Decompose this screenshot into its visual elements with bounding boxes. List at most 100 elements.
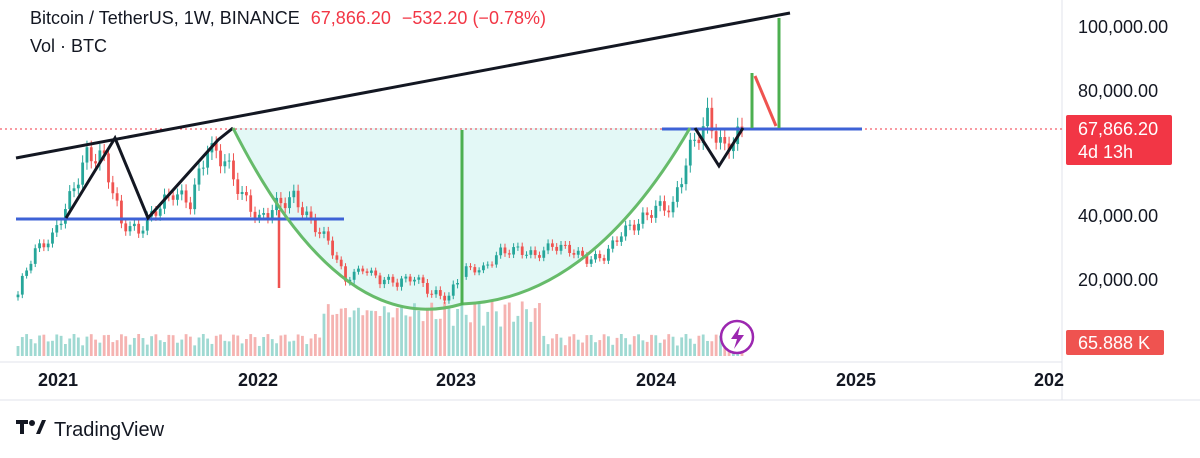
candle: [313, 218, 317, 233]
volume-bar: [318, 337, 322, 356]
candle: [550, 243, 554, 247]
candle: [236, 179, 240, 194]
candle: [663, 201, 666, 211]
resistance-trendline[interactable]: [15, 11, 791, 160]
volume-tag: [1066, 330, 1164, 355]
volume-bar: [89, 334, 93, 356]
x-tick-label: 2022: [238, 370, 278, 390]
volume-bar: [391, 317, 395, 356]
volume-bar: [120, 334, 123, 356]
volume-bar: [382, 306, 386, 356]
candle: [477, 270, 481, 273]
volume-bar: [309, 338, 313, 356]
candle: [494, 255, 498, 265]
volume-bar: [193, 345, 197, 356]
legend-price: 67,866.20: [310, 8, 391, 28]
candle: [38, 243, 41, 249]
candle: [667, 210, 671, 213]
candle: [301, 207, 304, 216]
candle: [318, 232, 322, 234]
volume-bar: [361, 315, 365, 356]
candle: [292, 190, 296, 198]
volume-bar: [163, 342, 166, 356]
candle: [120, 200, 123, 224]
volume-bar: [563, 345, 567, 356]
x-tick-label: 2024: [636, 370, 676, 390]
volume-bar: [206, 338, 210, 356]
volume-bar: [357, 307, 360, 356]
candle: [214, 143, 218, 151]
lightning-indicator-icon[interactable]: [719, 319, 755, 355]
volume-bar: [426, 307, 429, 356]
x-tick-label: 202: [1034, 370, 1064, 390]
candle: [154, 211, 158, 216]
candle: [482, 265, 485, 271]
double-top-pattern[interactable]: [64, 126, 234, 221]
handle-pattern[interactable]: [693, 127, 745, 169]
volume-bar: [72, 334, 76, 356]
candle: [382, 279, 386, 285]
candle: [176, 194, 179, 200]
x-tick-label: 2023: [436, 370, 476, 390]
volume-bar: [456, 308, 459, 356]
volume-bar: [150, 336, 153, 356]
candle: [344, 266, 347, 282]
candle: [387, 276, 391, 280]
candle: [29, 263, 33, 271]
volume-bar: [663, 339, 666, 356]
symbol-title[interactable]: Bitcoin / TetherUS, 1W, BINANCE: [30, 8, 300, 28]
volume-bar: [227, 341, 231, 356]
last-price-tag: [1066, 115, 1172, 165]
volume-bar: [128, 344, 132, 356]
volume-bar: [124, 336, 128, 356]
candle: [443, 295, 447, 301]
tradingview-watermark[interactable]: TradingView: [16, 418, 164, 442]
candle: [270, 210, 274, 219]
chart-legend: Bitcoin / TetherUS, 1W, BINANCE 67,866.2…: [30, 8, 546, 29]
volume-bar: [38, 335, 41, 356]
volume-bar: [81, 345, 85, 356]
volume-bar: [581, 342, 584, 356]
candle: [400, 278, 403, 287]
volume-bar: [158, 340, 162, 356]
volume-bar: [451, 325, 455, 356]
volume-bar: [529, 321, 533, 356]
candle: [675, 187, 679, 202]
candle: [654, 205, 658, 218]
candle: [533, 250, 537, 256]
volume-bar: [641, 340, 645, 356]
volume-bar: [279, 335, 283, 356]
candle: [245, 192, 248, 196]
volume-bar: [589, 334, 593, 356]
volume-bar: [64, 344, 67, 356]
volume-bar: [602, 334, 606, 356]
volume-bar: [214, 335, 218, 356]
volume-bar: [611, 344, 615, 356]
volume-bar: [486, 311, 490, 356]
projection-pullback[interactable]: [753, 75, 778, 127]
candle: [141, 230, 145, 234]
candle: [598, 253, 602, 259]
candle: [499, 247, 503, 256]
volume-bar: [559, 337, 563, 356]
volume-bar: [266, 334, 270, 356]
volume-bar: [447, 306, 451, 356]
volume-bar: [85, 336, 89, 356]
candle: [361, 268, 365, 272]
volume-bar: [115, 340, 119, 356]
volume-bar: [51, 340, 54, 356]
volume-bar: [555, 334, 559, 356]
volume-bar: [33, 343, 37, 356]
candle: [421, 277, 425, 283]
candle: [219, 150, 222, 167]
volume-bar: [305, 344, 309, 356]
candle: [628, 224, 632, 226]
candle: [512, 247, 515, 255]
volume-bar: [348, 317, 352, 356]
volume-bar: [171, 335, 175, 356]
volume-bar: [413, 303, 416, 356]
volume-bar: [619, 334, 623, 356]
volume-bar: [473, 302, 477, 356]
volume-bar: [632, 336, 636, 356]
